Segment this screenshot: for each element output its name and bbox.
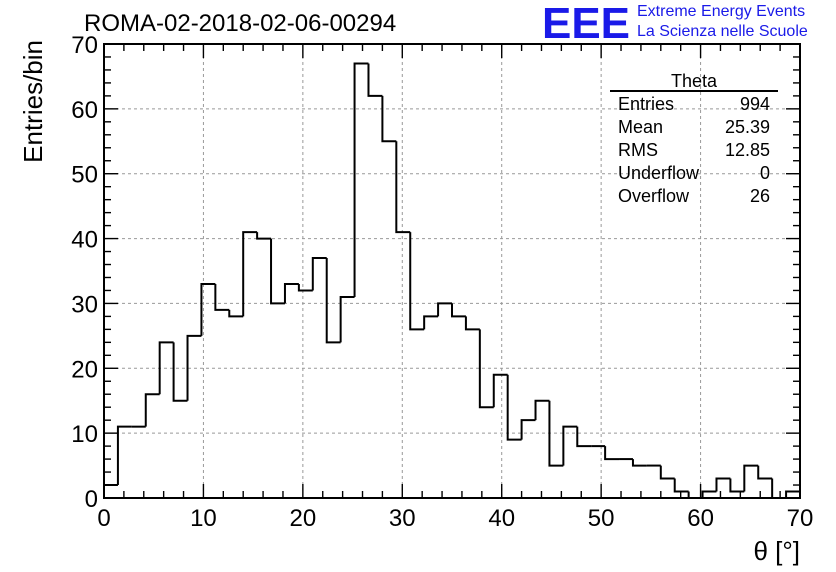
histogram-bin xyxy=(757,465,773,480)
x-tick-label: 20 xyxy=(290,505,317,532)
histogram-bin xyxy=(381,95,397,143)
stats-label: Mean xyxy=(618,117,664,137)
histogram-bin xyxy=(576,426,592,448)
histogram-bin xyxy=(715,477,731,492)
y-axis-label: Entries/bin xyxy=(18,40,48,163)
histogram-bin xyxy=(464,316,480,331)
histogram-bin xyxy=(242,231,258,317)
histogram-bin xyxy=(631,459,647,467)
histogram-bin xyxy=(339,295,355,343)
stats-value: 0 xyxy=(759,163,770,183)
histogram-bin xyxy=(701,490,717,498)
histogram-bin xyxy=(103,484,118,498)
stats-label: Entries xyxy=(618,94,675,114)
x-axis-label: θ [°] xyxy=(753,536,800,566)
stats-value: 994 xyxy=(739,94,770,114)
histogram-bin xyxy=(548,400,564,467)
histogram-bin xyxy=(144,393,160,427)
stats-row-underflow: Underflow 0 xyxy=(610,162,778,185)
histogram-bin xyxy=(604,446,620,461)
y-tick-label: 0 xyxy=(85,486,98,513)
histogram-bin xyxy=(659,465,675,480)
x-tick-label: 40 xyxy=(488,505,515,532)
stats-row-overflow: Overflow 26 xyxy=(610,185,778,208)
histogram-bin xyxy=(283,282,299,304)
y-tick-label: 70 xyxy=(71,32,98,59)
stats-row-entries: Entries 994 xyxy=(610,93,778,116)
stats-box-title: Theta xyxy=(610,70,778,92)
histogram-bin xyxy=(158,341,174,395)
grid-lines xyxy=(104,44,800,498)
logo-caption: Extreme Energy Events La Scienza nelle S… xyxy=(637,2,808,42)
histogram-bin xyxy=(520,419,536,440)
tick-labels: 0 10 20 30 40 50 60 70 0 10 20 30 40 50 60 70 xyxy=(71,32,813,532)
histogram-bin xyxy=(478,329,494,409)
x-tick-label: 60 xyxy=(687,505,714,532)
logo-caption-line1: Extreme Energy Events xyxy=(637,3,806,20)
y-tick-label: 10 xyxy=(71,421,98,448)
histogram-bin xyxy=(353,62,369,297)
histogram-bin xyxy=(116,425,132,486)
histogram-bin xyxy=(256,232,272,240)
x-tick-label: 70 xyxy=(787,505,814,532)
chart-title: ROMA-02-2018-02-06-00294 xyxy=(84,10,397,37)
plot-frame xyxy=(103,43,801,499)
histogram-bin xyxy=(492,373,508,408)
histogram-bin xyxy=(437,302,452,317)
stats-value: 25.39 xyxy=(724,117,770,137)
stats-value: 26 xyxy=(749,186,770,206)
x-tick-label: 0 xyxy=(97,505,110,532)
stats-label: Overflow xyxy=(618,186,690,206)
histogram-bin xyxy=(186,334,202,401)
histogram-bin xyxy=(270,238,285,305)
stats-label: Underflow xyxy=(618,163,700,183)
stats-row-rms: RMS 12.85 xyxy=(610,139,778,162)
histogram-bin xyxy=(395,141,411,234)
histogram-bin xyxy=(325,258,341,344)
stats-box: Theta Entries 994 Mean 25.39 RMS 12.85 U… xyxy=(610,70,778,208)
histogram-series xyxy=(103,62,800,499)
histogram-bin xyxy=(771,478,787,499)
histogram-bin xyxy=(200,282,216,336)
histogram-bin xyxy=(729,478,745,493)
stats-label: RMS xyxy=(618,140,658,160)
x-tick-label: 50 xyxy=(588,505,615,532)
y-tick-label: 40 xyxy=(71,227,98,254)
x-tick-label: 30 xyxy=(389,505,416,532)
stats-value: 12.85 xyxy=(724,140,770,160)
y-tick-label: 20 xyxy=(71,356,98,383)
histogram-bin xyxy=(673,478,689,493)
histogram-bin xyxy=(743,464,759,492)
histogram-bin xyxy=(785,490,800,498)
histogram-bin xyxy=(506,374,522,441)
histogram-bin xyxy=(451,303,466,318)
x-tick-label: 10 xyxy=(190,505,217,532)
histogram-bin xyxy=(311,257,327,291)
y-tick-label: 60 xyxy=(71,97,98,124)
y-tick-label: 30 xyxy=(71,291,98,318)
stats-row-mean: Mean 25.39 xyxy=(610,116,778,139)
logo-caption-line2: La Scienza nelle Scuole xyxy=(637,23,808,40)
histogram-bin xyxy=(562,425,578,466)
histogram-bin xyxy=(297,283,313,292)
histogram-bin xyxy=(228,309,244,318)
histogram-bin xyxy=(534,399,550,421)
histogram-bin xyxy=(409,232,425,331)
y-tick-label: 50 xyxy=(71,162,98,189)
histogram-bin xyxy=(214,283,230,311)
eee-logo: EEE xyxy=(542,0,630,44)
eee-logo-mark: EEE xyxy=(542,0,630,44)
histogram-bin xyxy=(367,63,383,97)
histogram-bin xyxy=(172,342,188,402)
histogram-bin xyxy=(423,315,439,330)
